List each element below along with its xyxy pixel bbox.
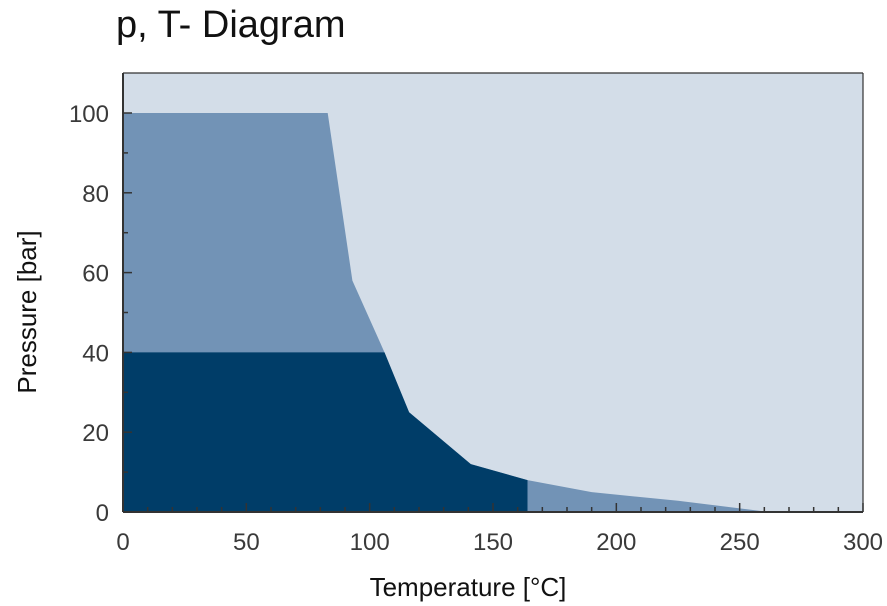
y-tick-label: 40 bbox=[82, 340, 109, 367]
x-tick-label: 250 bbox=[720, 529, 760, 556]
x-axis-label: Temperature [°C] bbox=[370, 572, 567, 602]
y-tick-label: 20 bbox=[82, 420, 109, 447]
chart-title: p, T- Diagram bbox=[116, 4, 346, 46]
x-tick-label: 150 bbox=[473, 529, 513, 556]
y-tick-label: 60 bbox=[82, 261, 109, 288]
x-tick-label: 100 bbox=[350, 529, 390, 556]
x-tick-label: 200 bbox=[596, 529, 636, 556]
x-tick-label: 300 bbox=[843, 529, 883, 556]
y-tick-label: 100 bbox=[69, 101, 109, 128]
y-axis-label: Pressure [bar] bbox=[12, 230, 42, 393]
area-series-2 bbox=[123, 352, 528, 512]
x-tick-label: 0 bbox=[116, 529, 129, 556]
y-tick-label: 0 bbox=[96, 500, 109, 527]
x-tick-label: 50 bbox=[233, 529, 260, 556]
y-tick-label: 80 bbox=[82, 181, 109, 208]
